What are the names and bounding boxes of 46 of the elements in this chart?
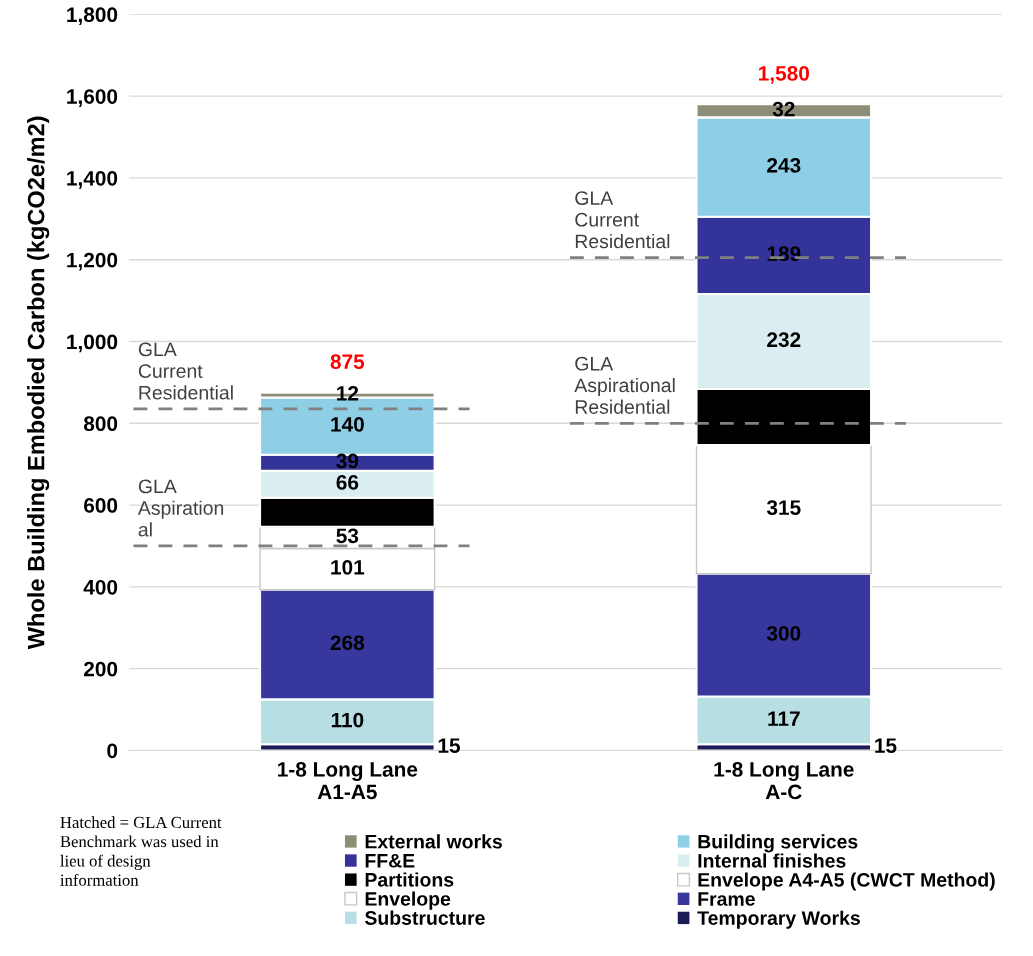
total-label: 875 — [330, 354, 365, 370]
y-tick-label: 1,200 — [67, 252, 118, 271]
legend-label: Partitions — [365, 872, 454, 887]
legend-label: Frame — [698, 892, 755, 906]
data-label: 110 — [331, 712, 364, 728]
y-tick-label: 1,400 — [67, 170, 118, 189]
data-label: 66 — [336, 475, 359, 490]
legend-label: Envelope A4-A5 (CWCT Method) — [698, 872, 995, 891]
x-tick-label: 1-8 Long Lane A1-A5 — [278, 762, 418, 800]
legend-label: Internal finishes — [698, 853, 846, 868]
ref-line-label: GLA Aspirational Residential — [574, 356, 675, 414]
legend-label: FF&E — [365, 853, 415, 868]
legend-label: Temporary Works — [697, 910, 860, 929]
ref-line-label: GLA Aspiration al — [137, 479, 224, 537]
data-label: 101 — [331, 559, 365, 575]
data-label: 268 — [330, 635, 365, 651]
x-tick-label: 1-8 Long Lane A-C — [714, 762, 854, 800]
legend-label: Substructure — [364, 910, 485, 925]
data-label: 243 — [767, 157, 801, 173]
data-label: 32 — [772, 101, 795, 117]
data-label: 39 — [336, 453, 359, 469]
legend-label: Building services — [698, 834, 858, 853]
y-tick-label: 600 — [84, 498, 118, 513]
y-tick-label: 200 — [83, 661, 118, 677]
data-label: 12 — [337, 385, 359, 401]
ref-line-label: GLA Current Residential — [575, 191, 670, 249]
y-tick-label: 1,600 — [67, 89, 118, 107]
data-label: 140 — [331, 417, 364, 432]
ref-line-label: GLA Current Residential — [138, 342, 233, 400]
data-label: 300 — [766, 625, 801, 641]
data-label: 15 — [875, 738, 897, 753]
data-label: 232 — [767, 332, 801, 348]
data-label: 117 — [768, 711, 800, 726]
y-tick-label: 400 — [83, 579, 118, 595]
y-axis-title: Whole Building Embodied Carbon (kgCO2e/m2) — [27, 116, 50, 650]
data-label: 53 — [336, 528, 359, 544]
y-tick-label: 1,000 — [67, 334, 118, 353]
data-label: 315 — [766, 500, 801, 515]
text: Hatched = GLA Current Benchmark was used in lieu of design information — [60, 816, 222, 886]
y-tick-label: 0 — [107, 743, 118, 759]
y-tick-label: 800 — [83, 416, 118, 432]
total-label: 1,580 — [759, 66, 809, 84]
legend-label: External works — [365, 834, 502, 849]
y-tick-label: 1,800 — [67, 7, 118, 26]
data-label: 15 — [438, 738, 460, 753]
legend-label: Envelope — [365, 891, 451, 910]
